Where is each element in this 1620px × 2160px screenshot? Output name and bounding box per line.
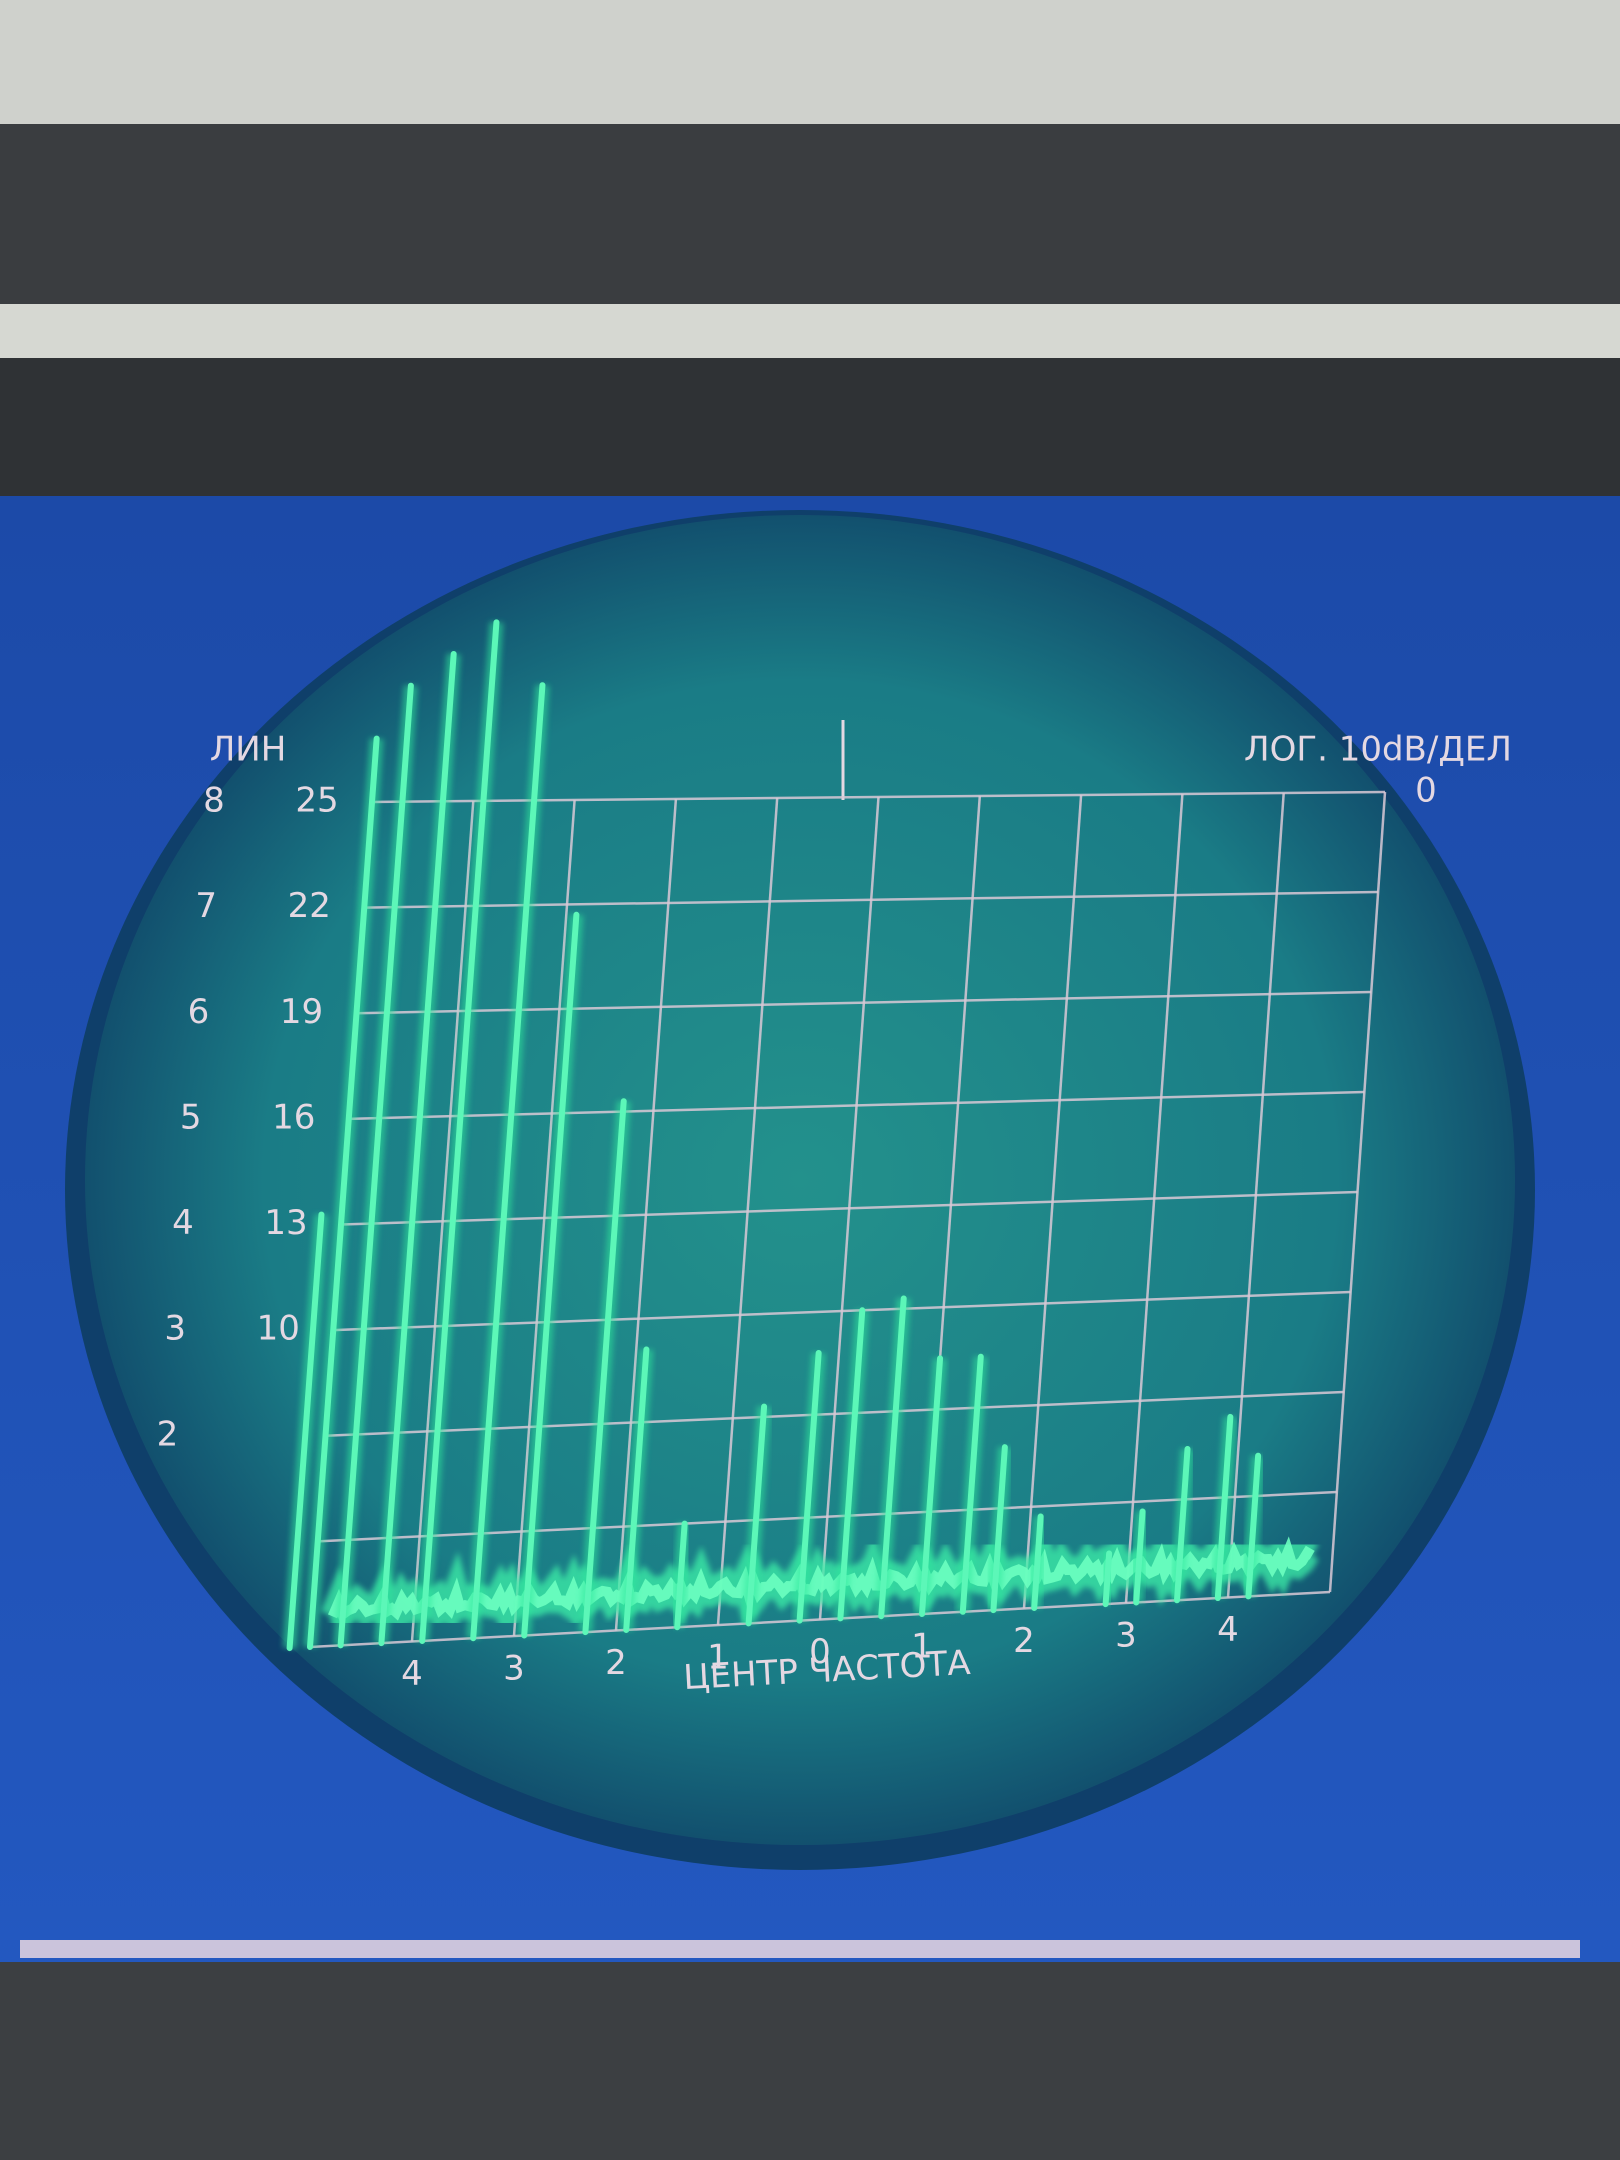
log-mode-label: ЛОГ. 10dB/ДЕЛ <box>1244 730 1512 770</box>
noise-floor-core <box>328 1536 1315 1623</box>
lin-mode-label: ЛИН <box>210 730 287 770</box>
peak <box>1031 1513 1044 1611</box>
peak <box>582 1098 627 1636</box>
top-frame <box>0 0 1620 124</box>
peak <box>307 735 380 1650</box>
freq-tick-label: 3 <box>503 1649 525 1689</box>
freq-tick-label: 2 <box>605 1643 627 1683</box>
peak <box>521 911 580 1639</box>
peak <box>796 1349 822 1624</box>
lin-tick-label: 7 <box>195 886 217 926</box>
peak <box>470 682 546 1642</box>
peak <box>990 1444 1008 1614</box>
db-tick-label: 13 <box>264 1203 307 1243</box>
db-tick-label: 25 <box>295 781 338 821</box>
peak <box>1214 1413 1234 1602</box>
peak <box>1102 1550 1113 1608</box>
freq-tick-label: 1 <box>707 1638 729 1678</box>
freq-tick-label: 3 <box>1115 1616 1137 1656</box>
peak <box>1174 1445 1191 1604</box>
peak <box>674 1520 688 1631</box>
lin-tick-label: 2 <box>157 1414 179 1454</box>
peak <box>419 619 500 1644</box>
ref-level-label: 0 <box>1415 771 1437 811</box>
light-strip <box>0 304 1620 358</box>
bottom-frame <box>0 1962 1620 2160</box>
db-tick-label: 10 <box>257 1309 300 1349</box>
peak <box>337 682 414 1649</box>
freq-tick-label: 2 <box>1013 1621 1035 1661</box>
freq-tick-label: 4 <box>1217 1610 1239 1650</box>
panel-edge <box>20 1940 1580 1958</box>
lin-tick-label: 5 <box>180 1097 202 1137</box>
freq-tick-label: 4 <box>401 1654 423 1694</box>
peak <box>378 650 457 1647</box>
peak <box>919 1355 944 1617</box>
peak <box>286 1211 325 1652</box>
bezel <box>0 358 1620 496</box>
lin-tick-label: 4 <box>172 1203 194 1243</box>
lin-tick-label: 6 <box>188 992 210 1032</box>
lin-tick-label: 3 <box>164 1309 186 1349</box>
peak <box>1245 1452 1262 1600</box>
crt-screen <box>85 515 1515 1845</box>
peak <box>837 1307 866 1622</box>
freq-tick-label: 0 <box>809 1632 831 1672</box>
peak <box>878 1295 907 1620</box>
lin-tick-label: 8 <box>203 781 225 821</box>
db-tick-label: 22 <box>288 886 331 926</box>
peak <box>959 1353 984 1615</box>
peak <box>1133 1508 1146 1606</box>
trace <box>282 619 1319 1652</box>
peak <box>623 1346 650 1633</box>
dark-bar <box>0 124 1620 304</box>
db-tick-label: 16 <box>272 1097 315 1137</box>
peak <box>745 1403 768 1627</box>
freq-tick-label: 1 <box>911 1627 933 1667</box>
db-tick-label: 19 <box>280 992 323 1032</box>
